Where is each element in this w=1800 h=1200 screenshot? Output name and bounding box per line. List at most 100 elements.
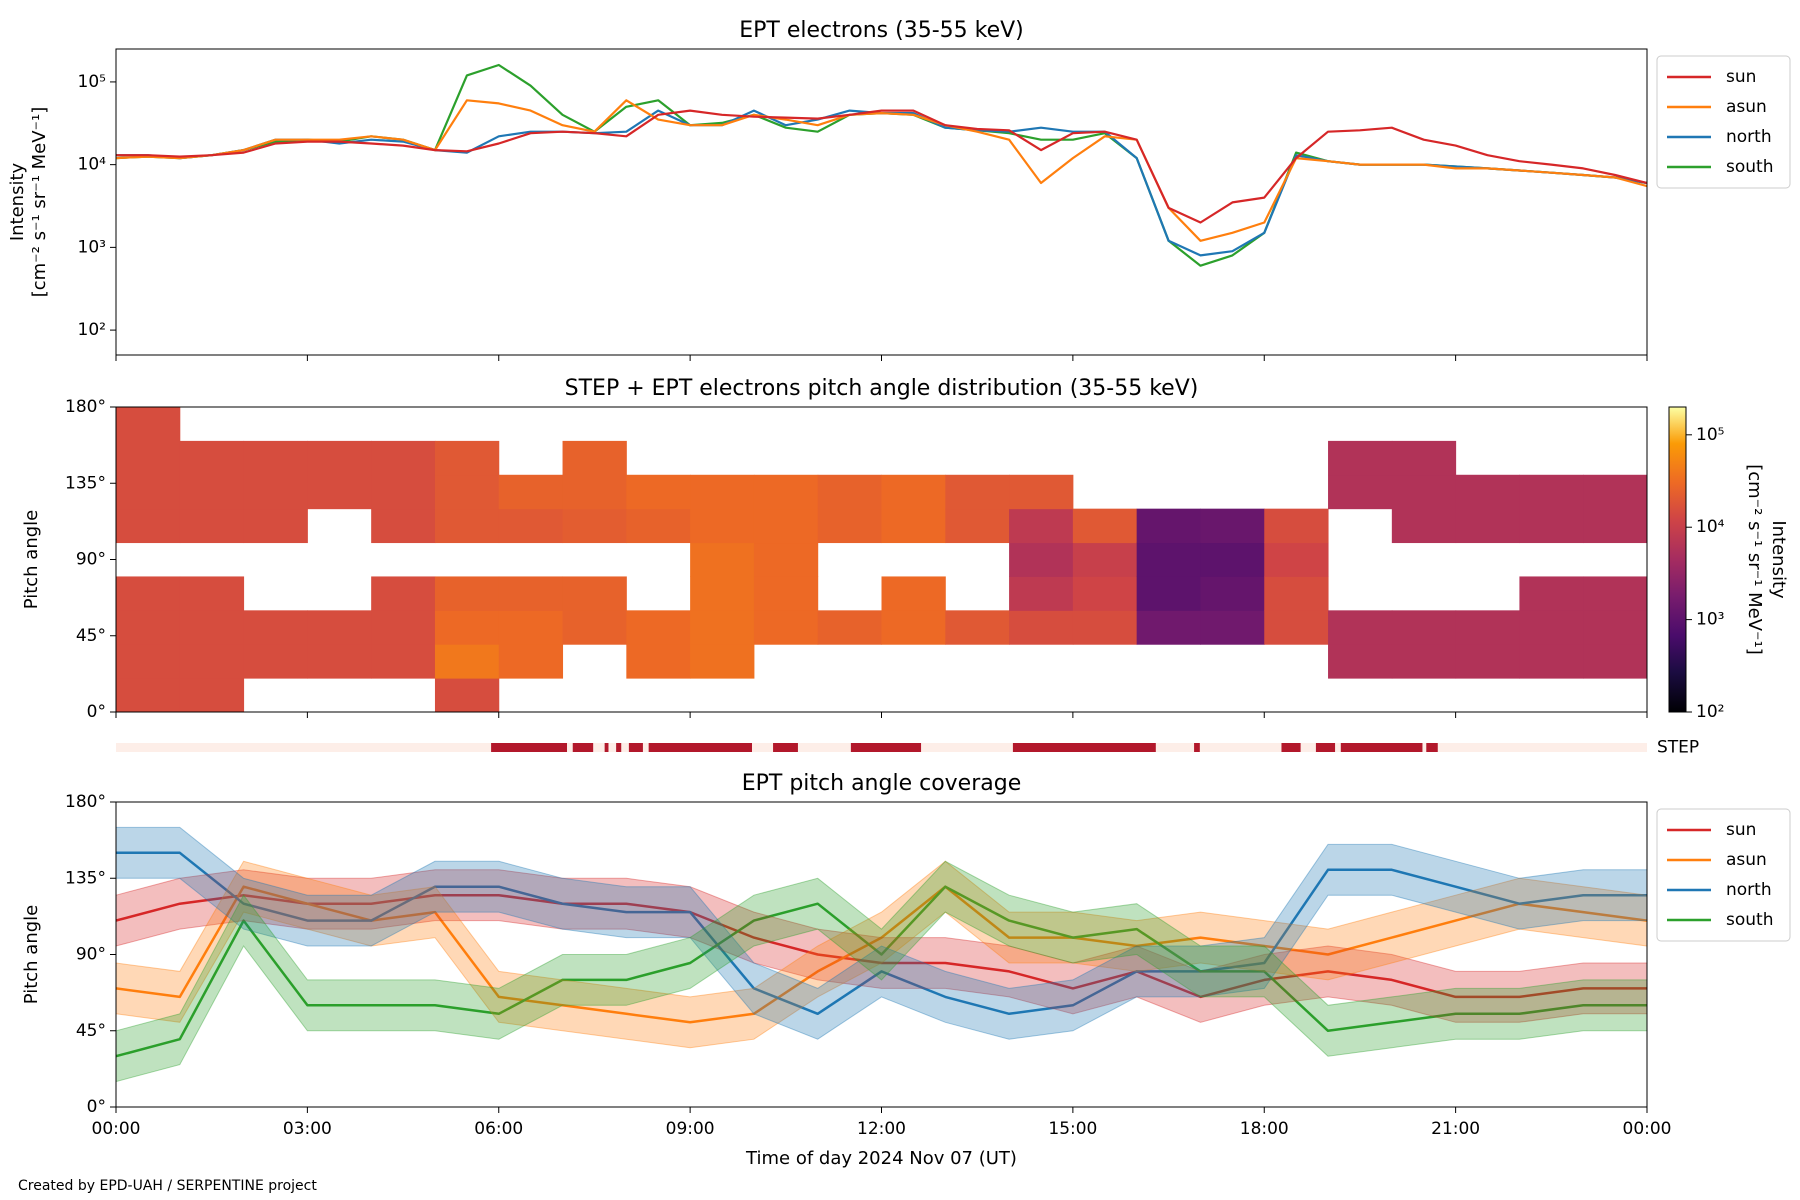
heatmap-cell bbox=[116, 644, 181, 679]
heatmap-cell bbox=[817, 610, 882, 645]
panel-title: EPT electrons (35-55 keV) bbox=[739, 18, 1024, 43]
y-tick-label: 10⁵ bbox=[78, 72, 106, 92]
heatmap-cell bbox=[1583, 644, 1648, 679]
heatmap-cell bbox=[1455, 610, 1520, 645]
heatmap-cell bbox=[945, 474, 1010, 510]
heatmap-cell bbox=[179, 440, 245, 476]
heatmap-cell bbox=[817, 474, 882, 510]
heatmap-cell bbox=[179, 644, 245, 679]
heatmap-cell bbox=[371, 440, 436, 476]
heatmap-cell bbox=[371, 474, 436, 510]
heatmap-cell bbox=[1519, 508, 1584, 544]
heatmap-cell bbox=[1455, 474, 1520, 510]
heatmap-cell bbox=[1519, 474, 1584, 510]
heatmap-cell bbox=[1328, 644, 1393, 679]
heatmap-cell bbox=[881, 576, 946, 611]
heatmap-cell bbox=[307, 644, 372, 679]
heatmap-cell bbox=[562, 610, 627, 645]
legend-box bbox=[1656, 55, 1791, 189]
heatmap-cell bbox=[562, 440, 627, 476]
y-tick-label: 0° bbox=[87, 1097, 106, 1117]
x-tick-label: 09:00 bbox=[666, 1119, 715, 1139]
heatmap-cell bbox=[1519, 610, 1584, 645]
heatmap-cell bbox=[116, 610, 181, 645]
heatmap-cell bbox=[753, 610, 819, 645]
coverage-segment bbox=[491, 743, 568, 752]
legend-label: sun bbox=[1726, 67, 1756, 87]
heatmap-cell bbox=[116, 508, 181, 544]
heatmap-cell bbox=[1391, 644, 1457, 679]
y-tick-label: 10⁴ bbox=[78, 155, 107, 175]
heatmap-cell bbox=[1455, 508, 1520, 544]
heatmap-cell bbox=[1328, 474, 1393, 510]
heatmap-cell bbox=[1583, 610, 1648, 645]
heatmap-cell bbox=[1072, 542, 1138, 577]
series-line bbox=[116, 851, 1647, 1016]
heatmap-cell bbox=[116, 576, 181, 611]
heatmap-cell bbox=[498, 576, 564, 611]
heatmap-cell bbox=[945, 610, 1010, 645]
coverage-segment bbox=[616, 743, 622, 752]
heatmap-cell bbox=[1009, 610, 1074, 645]
heatmap-cell bbox=[1391, 508, 1457, 544]
heatmap-cell bbox=[116, 474, 181, 510]
legend-label: north bbox=[1726, 880, 1772, 900]
heatmap-cell bbox=[116, 440, 181, 476]
heatmap-cell bbox=[116, 678, 181, 713]
heatmap-cell bbox=[434, 610, 500, 645]
plot-area bbox=[116, 851, 1647, 1058]
heatmap-cell bbox=[690, 644, 755, 679]
x-tick-label: 03:00 bbox=[283, 1119, 332, 1139]
heatmap-cell bbox=[1264, 576, 1329, 611]
heatmap-cell bbox=[1009, 542, 1074, 577]
heatmap-cell bbox=[881, 474, 946, 510]
x-tick-label: 00:00 bbox=[92, 1119, 141, 1139]
heatmap-cell bbox=[1136, 610, 1201, 645]
heatmap-cell bbox=[1391, 474, 1457, 510]
heatmap-cell bbox=[1009, 474, 1074, 510]
legend-label: south bbox=[1726, 910, 1773, 930]
heatmap-cell bbox=[562, 508, 627, 544]
heatmap-cell bbox=[753, 576, 819, 611]
heatmap-cell bbox=[434, 576, 500, 611]
x-tick-label: 18:00 bbox=[1240, 1119, 1289, 1139]
x-axis-label: Time of day 2024 Nov 07 (UT) bbox=[745, 1148, 1017, 1169]
heatmap-cell bbox=[562, 576, 627, 611]
y-axis-label: Pitch angle bbox=[21, 510, 42, 609]
x-tick-label: 00:00 bbox=[1623, 1119, 1672, 1139]
y-tick-label: 90° bbox=[76, 550, 106, 570]
heatmap-cell bbox=[498, 474, 564, 510]
heatmap-cell bbox=[753, 508, 819, 544]
panel-title: STEP + EPT electrons pitch angle distrib… bbox=[565, 376, 1199, 401]
y-axis-label: Pitch angle bbox=[21, 905, 42, 1004]
legend-label: north bbox=[1726, 127, 1772, 147]
heatmap-cell bbox=[1328, 440, 1393, 476]
y-tick-label: 135° bbox=[65, 868, 106, 888]
heatmap-cell bbox=[1072, 576, 1138, 611]
heatmap-cell bbox=[243, 440, 308, 476]
heatmap-cell bbox=[1583, 508, 1648, 544]
heatmap-cell bbox=[1072, 508, 1138, 544]
x-tick-label: 21:00 bbox=[1431, 1119, 1480, 1139]
legend-label: asun bbox=[1726, 97, 1767, 117]
coverage-segment bbox=[1281, 743, 1301, 752]
heatmap-cell bbox=[753, 542, 819, 577]
heatmap-cell bbox=[1136, 576, 1201, 611]
heatmap-cell bbox=[1200, 610, 1265, 645]
y-tick-label: 135° bbox=[65, 473, 106, 493]
y-tick-label: 90° bbox=[76, 945, 106, 965]
heatmap-cell bbox=[626, 508, 691, 544]
footer: Created by EPD-UAH / SERPENTINE project bbox=[18, 1178, 317, 1194]
series-line bbox=[116, 885, 1647, 1058]
heatmap-cell bbox=[690, 542, 755, 577]
heatmap-cell bbox=[626, 644, 691, 679]
heatmap-cell bbox=[817, 508, 882, 544]
heatmap-cell bbox=[1519, 576, 1584, 611]
heatmap-cell bbox=[1455, 644, 1520, 679]
plot-area bbox=[116, 63, 1647, 267]
heatmap-cell bbox=[1391, 610, 1457, 645]
heatmap-cell bbox=[753, 474, 819, 510]
x-tick-label: 12:00 bbox=[857, 1119, 906, 1139]
heatmap-cell bbox=[1583, 474, 1648, 510]
y-tick-label: 45° bbox=[76, 626, 106, 646]
